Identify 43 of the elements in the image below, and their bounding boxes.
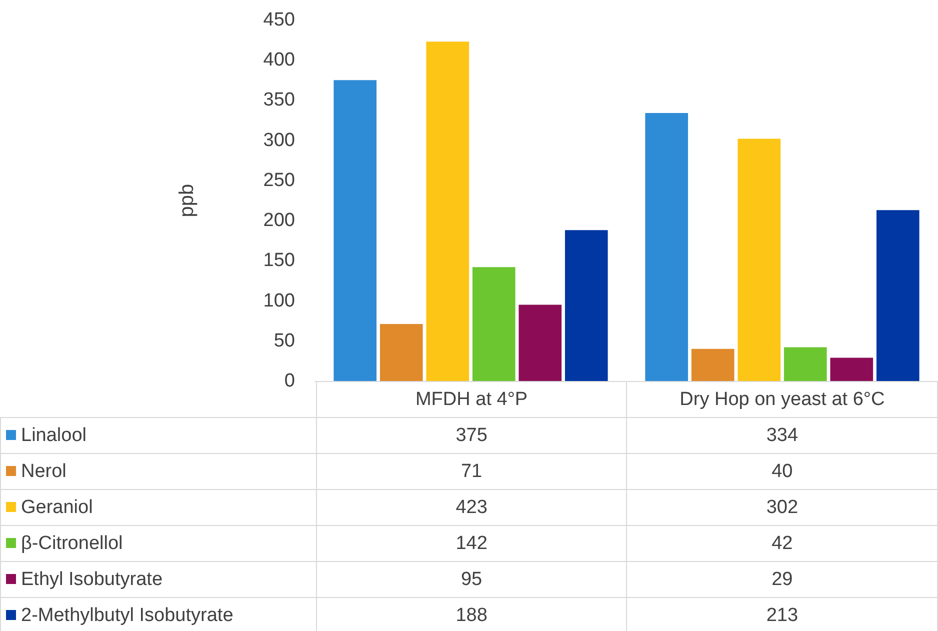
bar xyxy=(738,138,781,381)
data-label: 213 xyxy=(626,598,938,631)
bar xyxy=(691,348,734,381)
y-tick-label: 100 xyxy=(263,290,295,312)
bar xyxy=(784,347,827,381)
data-label: 71 xyxy=(316,454,627,490)
y-tick-label: 300 xyxy=(263,130,295,151)
bar xyxy=(645,113,688,381)
data-label: 188 xyxy=(316,598,627,631)
legend-label: Geraniol xyxy=(0,490,316,526)
data-label: 40 xyxy=(626,454,938,490)
legend-label: Linalool xyxy=(0,418,316,454)
data-label: 302 xyxy=(626,490,938,526)
bar xyxy=(426,42,470,381)
data-label: 95 xyxy=(316,562,627,598)
bar xyxy=(380,324,423,381)
bar xyxy=(876,210,920,381)
data-label: 142 xyxy=(316,526,627,562)
legend-label: β-Citronellol xyxy=(0,526,316,562)
bar xyxy=(830,358,874,381)
legend-label: Nerol xyxy=(0,454,316,490)
y-tick-label: 150 xyxy=(263,250,295,272)
bar xyxy=(334,80,377,381)
bar xyxy=(518,304,562,381)
x-tick-label: Dry Hop on yeast at 6°C xyxy=(626,382,938,418)
y-tick-label: 250 xyxy=(263,170,295,191)
bar xyxy=(564,230,608,381)
y-tick-label: 400 xyxy=(263,50,295,71)
data-label: 334 xyxy=(626,418,938,454)
y-tick-label: 450 xyxy=(263,10,295,30)
bar xyxy=(472,267,516,381)
y-axis-title: ppb xyxy=(176,184,198,218)
y-tick-label: 50 xyxy=(274,330,295,352)
legend-label: 2-Methylbutyl Isobutyrate xyxy=(0,598,316,631)
legend-label: Ethyl Isobutyrate xyxy=(0,562,316,598)
data-label: 42 xyxy=(626,526,938,562)
x-tick-label: MFDH at 4°P xyxy=(316,382,627,418)
y-tick-label: 200 xyxy=(263,210,295,232)
data-label: 29 xyxy=(626,562,938,598)
data-label: 423 xyxy=(316,490,627,526)
y-tick-label: 0 xyxy=(284,370,295,392)
y-tick-label: 350 xyxy=(263,90,295,111)
data-label: 375 xyxy=(316,418,627,454)
